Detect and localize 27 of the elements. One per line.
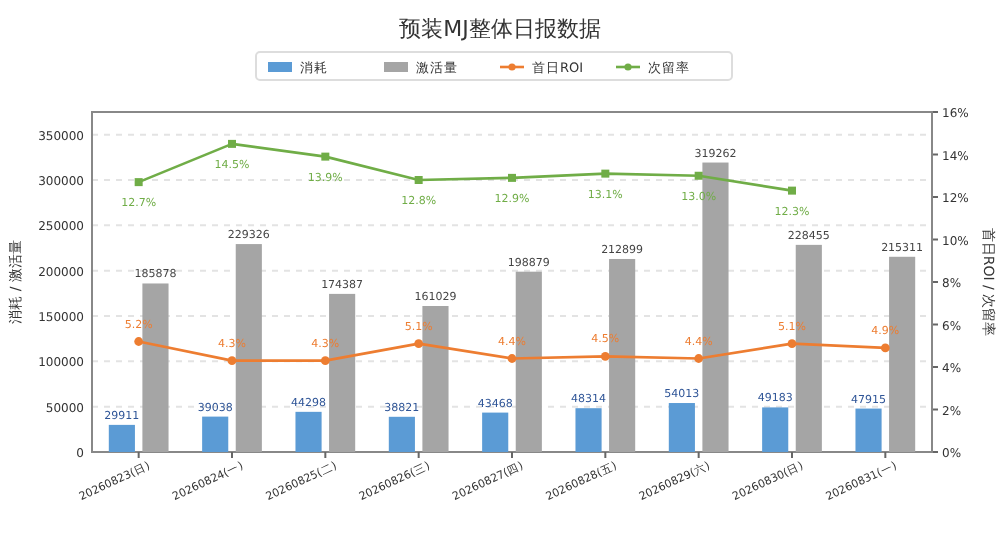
point [227,356,237,366]
point [508,173,516,182]
point [320,356,330,366]
point [880,343,890,353]
point [694,171,703,180]
point [134,178,143,187]
point [694,354,704,363]
bar [762,407,789,452]
bar [855,408,882,452]
chart-title: 预装MJ整体日报数据 [399,16,601,42]
point [507,354,517,363]
bar [388,416,415,452]
point [414,176,423,184]
point [134,337,144,346]
point [228,139,236,148]
point [788,186,796,195]
point [601,169,610,178]
point [321,152,330,161]
bar [108,424,135,452]
bar [295,411,322,452]
bar [482,412,509,452]
bar [202,416,229,452]
bar [575,408,602,452]
point [600,351,610,361]
point [787,339,797,349]
bar [668,403,695,452]
point [414,339,424,349]
